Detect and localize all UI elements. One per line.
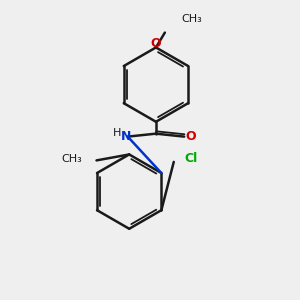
- Text: Cl: Cl: [184, 152, 197, 165]
- Text: N: N: [120, 130, 131, 143]
- Text: O: O: [151, 37, 161, 50]
- Text: H: H: [113, 128, 122, 138]
- Text: CH₃: CH₃: [181, 14, 202, 24]
- Text: CH₃: CH₃: [61, 154, 82, 164]
- Text: O: O: [185, 130, 196, 143]
